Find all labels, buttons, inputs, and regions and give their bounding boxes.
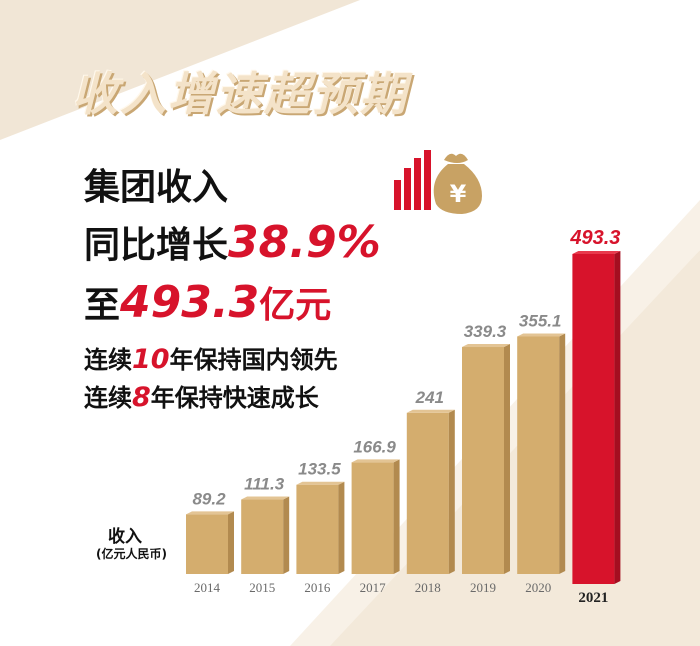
bar-cap-2020 bbox=[517, 333, 566, 337]
x-tick-2016: 2016 bbox=[304, 580, 331, 595]
summary-line-3: 至493.3亿元 bbox=[84, 277, 332, 328]
bar-cap-2014 bbox=[186, 511, 234, 515]
bar-2021 bbox=[572, 254, 615, 584]
value-label-2014: 89.2 bbox=[192, 489, 226, 508]
x-tick-2018: 2018 bbox=[415, 580, 441, 595]
x-tick-2021: 2021 bbox=[578, 590, 608, 606]
x-tick-2020: 2020 bbox=[525, 580, 551, 595]
y-axis-unit: (亿元人民币) bbox=[96, 547, 167, 561]
bar-cap-2016 bbox=[296, 481, 345, 485]
value-label-2017: 166.9 bbox=[353, 437, 396, 456]
bar-side-2014 bbox=[228, 511, 234, 574]
bar-side-2021 bbox=[614, 251, 621, 584]
x-tick-2019: 2019 bbox=[470, 580, 496, 595]
bar-2018 bbox=[406, 412, 449, 574]
value-label-2021: 493.3 bbox=[569, 227, 620, 249]
value-label-2019: 339.3 bbox=[464, 322, 507, 341]
revenue-value: 493.3 bbox=[120, 277, 260, 328]
svg-text:¥: ¥ bbox=[450, 180, 467, 208]
bar-2017 bbox=[351, 462, 394, 574]
x-tick-2015: 2015 bbox=[249, 580, 275, 595]
summary-line-5: 连续8年保持快速成长 bbox=[84, 382, 319, 413]
x-tick-2014: 2014 bbox=[194, 580, 221, 595]
bar-2016 bbox=[296, 484, 339, 574]
bar-2020 bbox=[517, 336, 560, 574]
bar-2014 bbox=[186, 514, 228, 574]
bar-side-2016 bbox=[338, 481, 345, 574]
bar-side-2015 bbox=[283, 496, 290, 574]
bar-cap-2017 bbox=[351, 459, 400, 463]
bar-cap-2021 bbox=[572, 251, 621, 254]
summary-line-2: 同比增长38.9% bbox=[84, 217, 381, 268]
bar-2019 bbox=[462, 347, 504, 574]
money-bag-yen-icon: ¥ bbox=[433, 153, 482, 214]
bar-cap-2019 bbox=[462, 344, 510, 348]
growth-rate: 38.9% bbox=[228, 217, 381, 268]
summary-line-1: 集团收入 bbox=[84, 167, 229, 208]
bar-side-2018 bbox=[448, 409, 455, 574]
value-label-2016: 133.5 bbox=[298, 460, 341, 479]
bar-side-2020 bbox=[559, 333, 566, 574]
y-axis-label: 收入 bbox=[108, 527, 142, 547]
bar-2015 bbox=[241, 499, 284, 574]
bar-side-2017 bbox=[393, 459, 400, 574]
headline: 收入增速超预期 bbox=[72, 67, 408, 121]
value-label-2015: 111.3 bbox=[244, 475, 285, 494]
bar-chart-icon bbox=[394, 150, 431, 210]
bar-cap-2015 bbox=[241, 496, 290, 500]
bar-side-2019 bbox=[504, 344, 510, 574]
value-label-2020: 355.1 bbox=[519, 311, 562, 330]
value-label-2018: 241 bbox=[415, 388, 444, 407]
bar-cap-2018 bbox=[406, 409, 455, 413]
x-tick-2017: 2017 bbox=[360, 580, 387, 595]
summary-line-4: 连续10年保持国内领先 bbox=[84, 344, 338, 375]
revenue-icon: ¥ bbox=[394, 150, 482, 214]
